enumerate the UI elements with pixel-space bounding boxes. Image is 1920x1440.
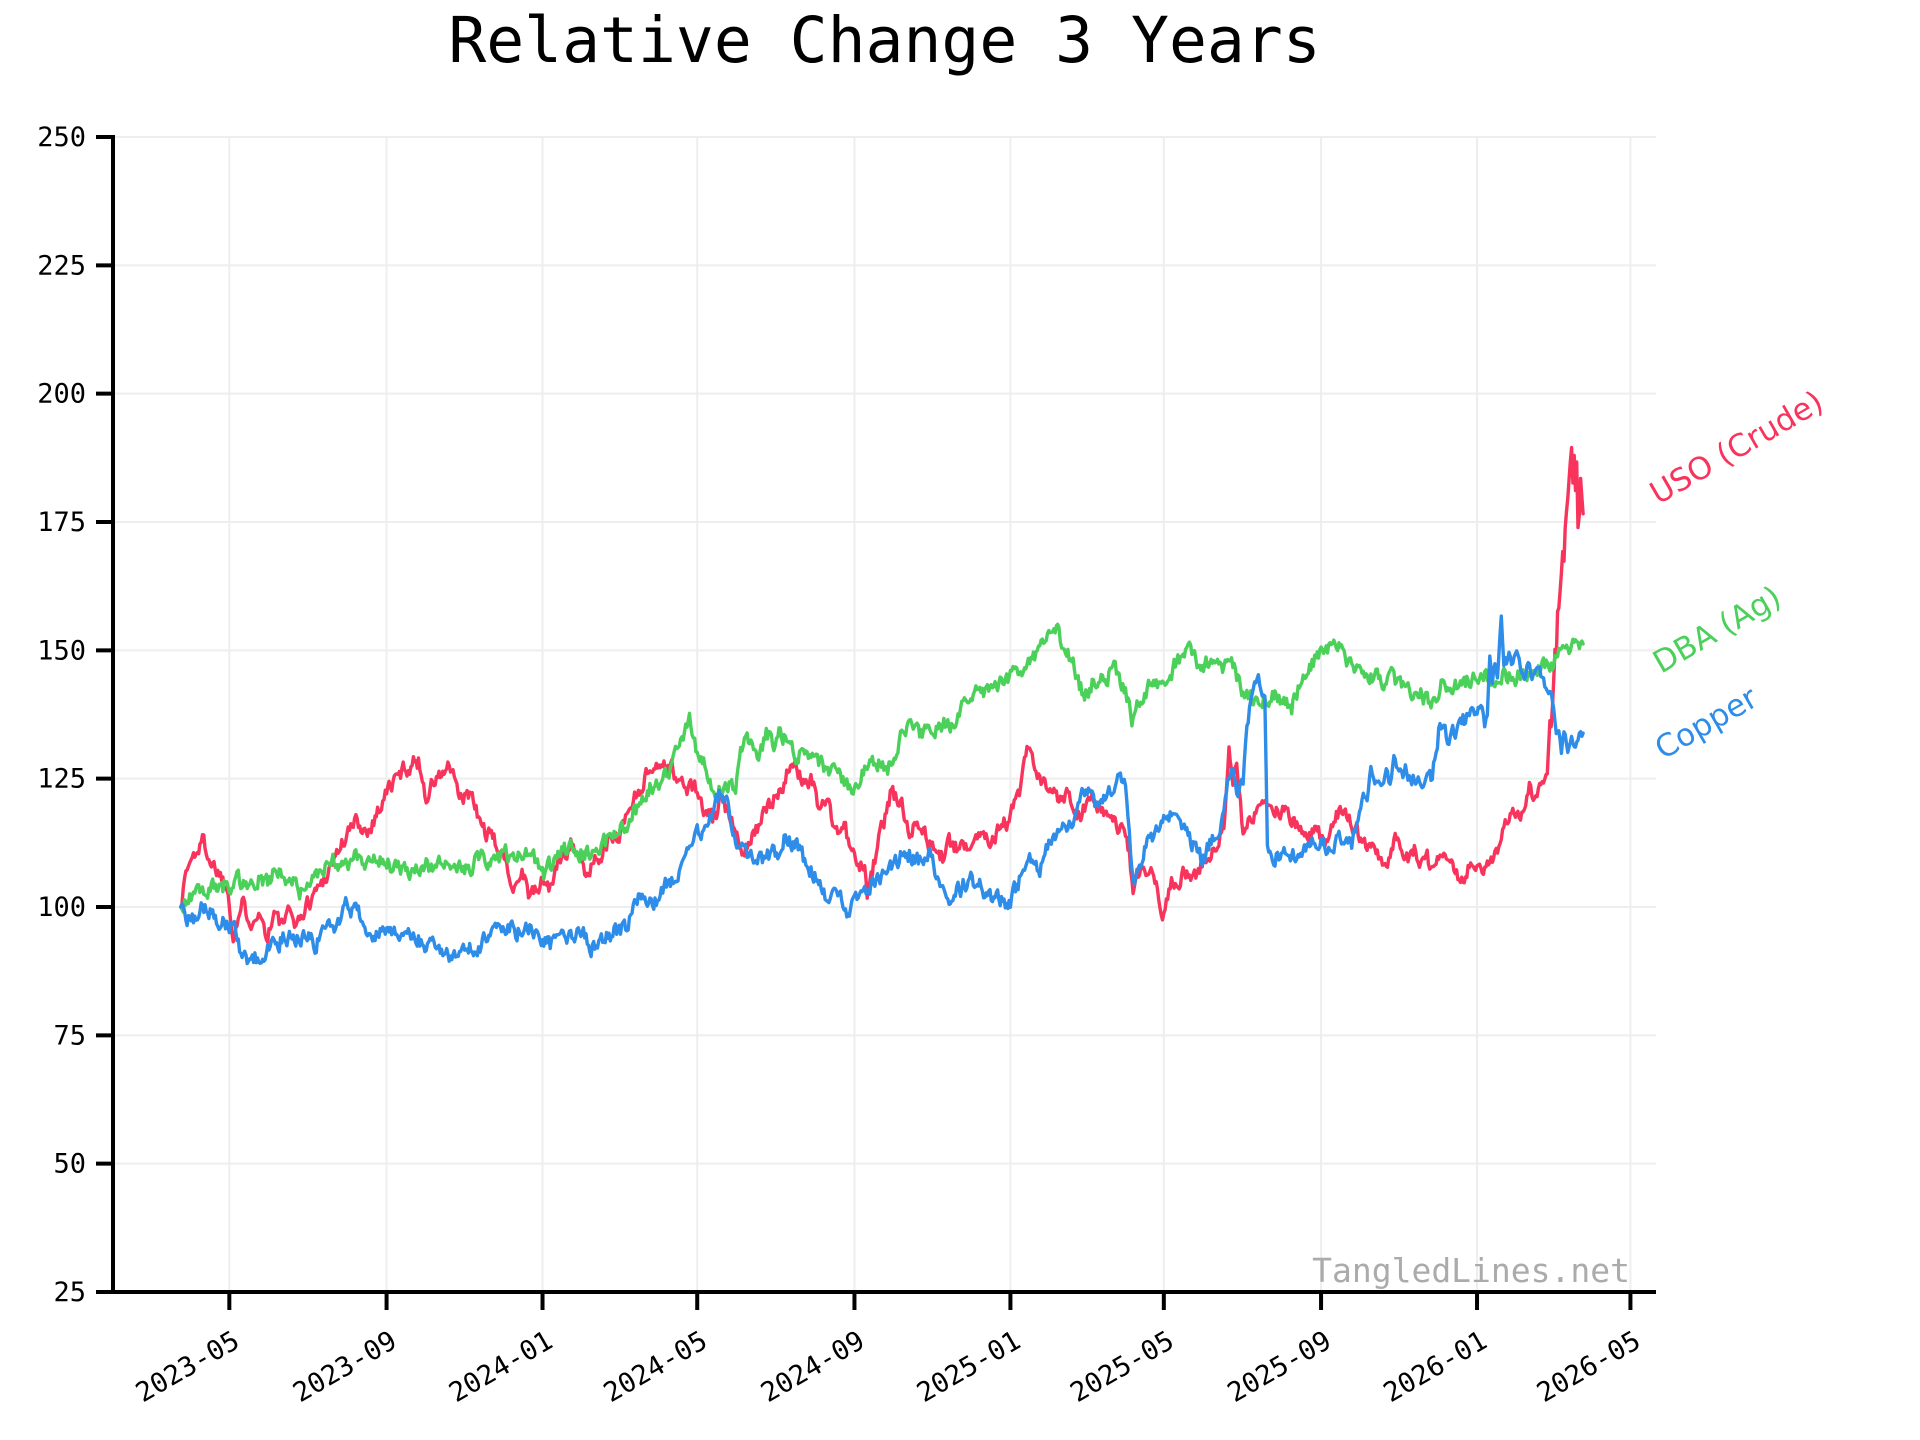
series-line-dba-ag [179,622,1585,914]
x-tick-label: 2023-05 [131,1325,245,1409]
x-tick-label: 2026-01 [1378,1325,1492,1409]
y-tick-label: 25 [53,1277,86,1308]
y-tick-label: 50 [53,1149,86,1180]
y-tick-label: 100 [37,892,86,923]
chart-title: Relative Change 3 Years [448,4,1321,77]
series-label-copper: Copper [1649,680,1764,767]
y-tick-label: 250 [37,122,86,153]
series-label-dba-ag: DBA (Ag) [1647,579,1787,681]
x-tick-label: 2024-01 [444,1325,558,1409]
series-line-uso-crude [179,445,1585,944]
y-tick-label: 125 [37,764,86,795]
x-tick-label: 2025-01 [912,1325,1026,1409]
y-tick-label: 150 [37,635,86,666]
series-lines [179,445,1585,966]
x-tick-label: 2026-05 [1532,1325,1646,1409]
y-tick-label: 175 [37,507,86,538]
x-tick-label: 2023-09 [288,1325,402,1409]
series-line-copper [179,614,1585,966]
watermark: TangledLines.net [1312,1251,1630,1290]
x-tick-label: 2025-05 [1065,1325,1179,1409]
x-tick-label: 2024-09 [756,1325,870,1409]
axes: 25 50 75 100 125 150 175 200 225 250 2023-05 2023-0… [37,122,1656,1409]
series-label-uso-crude: USO (Crude) [1644,384,1830,512]
y-tick-label: 225 [37,250,86,281]
y-tick-label: 200 [37,379,86,410]
gridlines [113,136,1656,1293]
x-tick-label: 2025-09 [1223,1325,1337,1409]
x-tick-label: 2024-05 [599,1325,713,1409]
y-tick-label: 75 [53,1020,86,1051]
